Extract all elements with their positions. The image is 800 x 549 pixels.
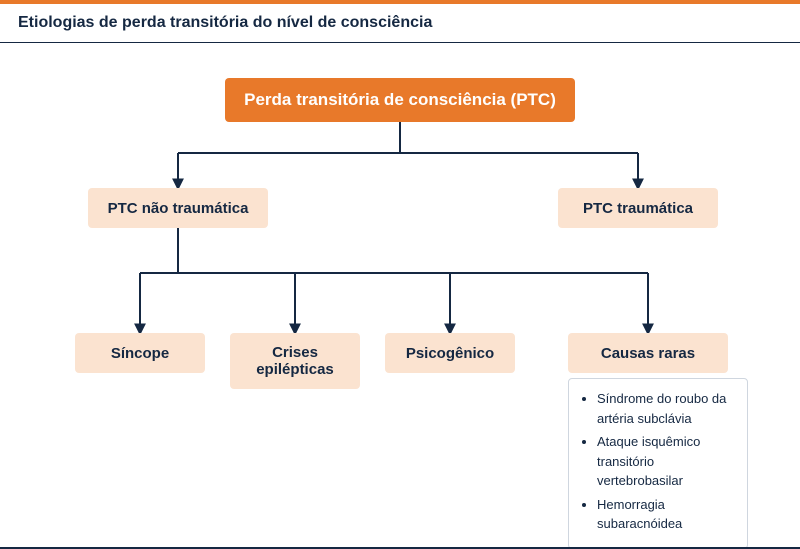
root-node-label: Perda transitória de consciência (PTC) [244,90,556,110]
rare-cause-item: Hemorragia subaracnóidea [597,495,735,534]
node-sincope: Síncope [75,333,205,373]
title-bar: Etiologias de perda transitória do nível… [0,0,800,43]
page-title: Etiologias de perda transitória do nível… [18,14,432,31]
node-crises-label: Crises epilépticas [240,344,350,378]
rare-causes-list: Síndrome do roubo da artéria subclávia At… [568,378,748,549]
node-raras: Causas raras [568,333,728,373]
node-sincope-label: Síncope [111,345,169,362]
rare-cause-item: Ataque isquêmico transitório vertebrobas… [597,432,735,491]
node-crises: Crises epilépticas [230,333,360,389]
diagram-canvas: Perda transitória de consciência (PTC) PT… [0,43,800,533]
root-node: Perda transitória de consciência (PTC) [225,78,575,122]
rare-cause-item: Síndrome do roubo da artéria subclávia [597,389,735,428]
node-ptc-t-label: PTC traumática [583,200,693,217]
node-psico-label: Psicogênico [406,345,494,362]
node-psico: Psicogênico [385,333,515,373]
node-raras-label: Causas raras [601,345,695,362]
node-ptc-nt: PTC não traumática [88,188,268,228]
node-ptc-t: PTC traumática [558,188,718,228]
node-ptc-nt-label: PTC não traumática [108,200,249,217]
